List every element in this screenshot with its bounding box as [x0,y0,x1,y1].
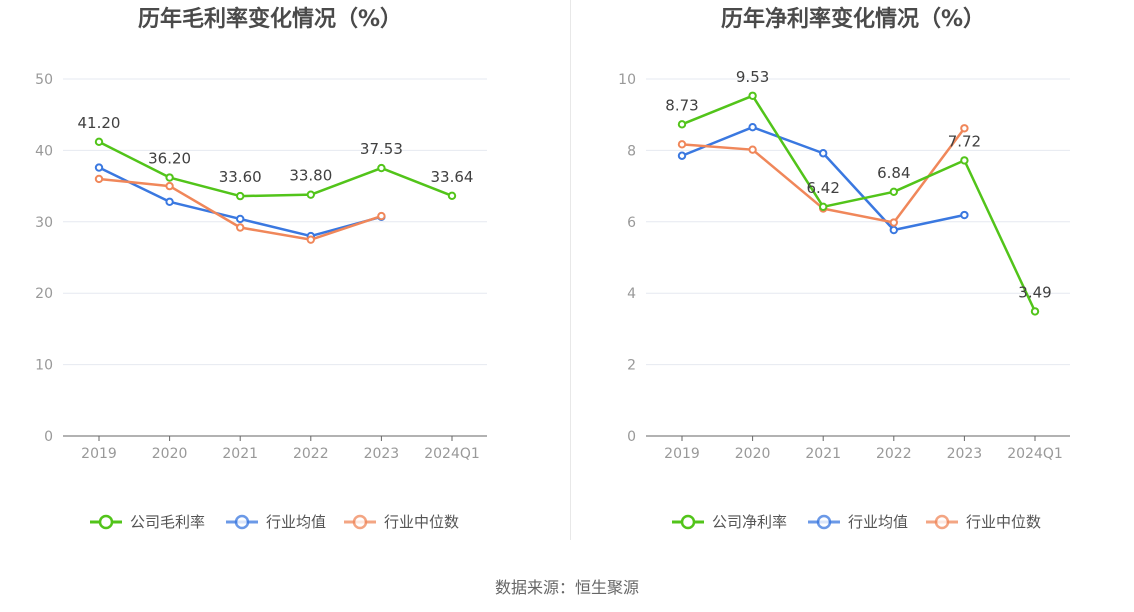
legend-label: 行业中位数 [966,513,1041,531]
x-tick-label: 2024Q1 [1007,446,1063,462]
legend-marker-icon [816,514,832,530]
data-point [889,218,898,227]
legend-label: 行业均值 [266,513,326,531]
y-tick-label: 40 [35,143,53,159]
chart-title: 历年净利率变化情况（%） [721,6,985,32]
legend-marker-icon [934,514,950,530]
data-point [960,156,969,165]
data-point [677,140,687,149]
data-label: 41.20 [78,114,121,132]
chart-title: 历年毛利率变化情况（%） [138,6,402,32]
legend-label: 行业中位数 [384,513,459,531]
data-label: 33.64 [431,168,474,186]
data-point [889,225,898,235]
x-tick-label: 2020 [152,446,188,462]
data-label: 37.53 [360,140,403,158]
legend-marker-icon [234,514,250,530]
data-point [1030,307,1040,316]
legend-label: 公司毛利率 [130,513,205,531]
data-label: 3.49 [1018,283,1051,301]
data-point [960,210,969,220]
x-tick-label: 2021 [222,446,258,462]
data-point [165,197,174,207]
legend-marker-icon [680,514,696,530]
gross-margin-chart: 历年毛利率变化情况（%） 0 10 20 30 40 50 2019 2020 2021 2022 2… [35,6,487,531]
data-label: 6.42 [806,179,839,197]
data-point [236,191,245,201]
y-tick-label: 30 [35,215,53,231]
data-label: 33.80 [289,167,332,185]
data-point [677,120,687,129]
panel-divider [570,0,571,540]
data-point [960,124,969,133]
data-point [889,187,898,197]
y-tick-label: 6 [627,215,636,231]
y-tick-label: 10 [618,72,636,88]
data-point [236,223,245,232]
data-point [748,145,757,154]
data-point [377,211,386,221]
x-tick-label: 2019 [81,446,117,462]
x-tick-label: 2020 [735,446,771,462]
series-line [681,94,1037,312]
net-margin-chart: 历年净利率变化情况（%） 0 2 4 6 8 10 2019 2020 2021 2022 2023 2… [618,6,1070,531]
data-label: 8.73 [665,96,698,114]
data-point [306,190,315,199]
data-point [748,91,757,100]
legend-label: 行业均值 [848,513,908,531]
data-point [819,149,828,158]
data-point [94,174,104,184]
data-point [819,202,828,212]
data-label: 9.53 [736,68,769,86]
data-label: 7.72 [948,132,981,150]
data-point [677,151,687,160]
x-tick-label: 2024Q1 [424,446,480,462]
data-point [94,137,104,147]
x-tick-label: 2023 [947,446,983,462]
y-tick-label: 10 [35,358,53,374]
data-point [165,173,174,182]
y-tick-label: 8 [627,143,636,159]
y-tick-label: 0 [44,429,53,445]
data-point [447,191,457,201]
data-point [748,122,757,132]
data-point [377,163,386,173]
data-source-footer: 数据来源：恒生聚源 [494,578,639,597]
series-line [98,140,453,198]
legend-marker-icon [98,514,114,530]
legend-marker-icon [352,514,368,530]
x-tick-label: 2023 [364,446,400,462]
x-tick-label: 2019 [664,446,700,462]
y-tick-label: 0 [627,429,636,445]
y-tick-label: 2 [627,358,636,374]
data-label: 36.20 [148,150,191,168]
data-point [165,181,174,191]
data-label: 6.84 [877,164,910,182]
y-tick-label: 20 [35,286,53,302]
x-tick-label: 2021 [805,446,841,462]
data-label: 33.60 [219,168,262,186]
y-tick-label: 4 [627,286,636,302]
x-tick-label: 2022 [293,446,329,462]
x-tick-label: 2022 [876,446,912,462]
legend-label: 公司净利率 [712,513,787,531]
y-tick-label: 50 [35,72,53,88]
data-point [236,214,245,224]
data-point [94,163,104,172]
data-point [306,235,315,244]
